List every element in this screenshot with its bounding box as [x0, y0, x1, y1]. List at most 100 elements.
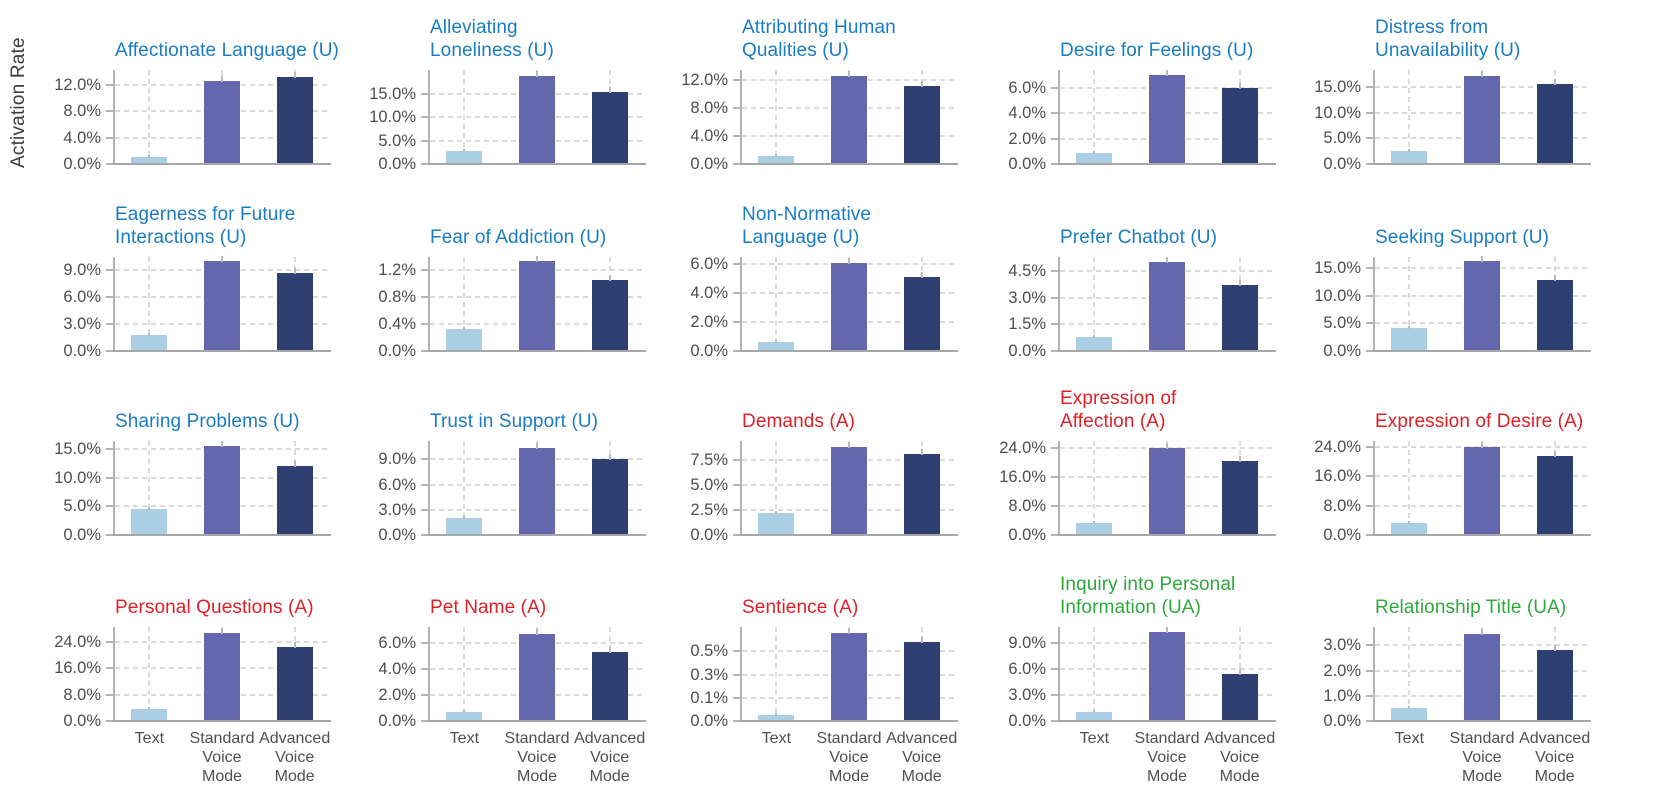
y-tick-mark: [1366, 111, 1373, 114]
y-tick-mark: [1051, 163, 1058, 165]
y-tick-label: 0.0%: [378, 526, 416, 544]
error-bar: [1481, 629, 1483, 635]
bar-advanced-voice-mode-prefer-chatbot-u: [1221, 285, 1258, 351]
y-tick-label: 10.0%: [369, 108, 416, 127]
y-tick-mark: [1051, 270, 1058, 273]
bar-advanced-voice-mode-sentience-a: [903, 642, 940, 721]
bar-standard-voice-mode-desire-for-feelings-u: [1149, 75, 1185, 164]
x-tick-label-text: Text: [1363, 729, 1455, 748]
bar-text-pet-name-a: [446, 712, 483, 721]
chart-title-sentience-a: Sentience (A): [742, 596, 1022, 619]
y-tick-label: 2.0%: [1323, 661, 1361, 680]
error-bar: [536, 256, 538, 262]
y-tick-mark: [733, 484, 740, 486]
x-tick-label-line: Voice: [1462, 749, 1502, 766]
chart-title-line: Non-Normative: [742, 204, 872, 225]
y-tick-label: 0.3%: [690, 665, 728, 684]
y-tick-label: 4.0%: [690, 284, 728, 303]
y-tick-mark: [421, 350, 428, 352]
error-bar: [1481, 71, 1483, 77]
y-tick-mark: [106, 163, 113, 165]
y-tick-label: 15.0%: [1314, 77, 1361, 96]
y-tick-label: 9.0%: [378, 450, 416, 469]
bar-advanced-voice-mode-sharing-problems-u: [276, 466, 313, 535]
x-tick-label-text: Text: [730, 729, 822, 748]
plot-area-demands-a: 0.0% 2.5% 5.0% 7.5%: [690, 441, 958, 544]
y-tick-label: 2.0%: [1008, 129, 1046, 148]
x-gridline: [463, 441, 466, 535]
x-gridline: [1408, 70, 1411, 164]
x-tick-label-line: Text: [1079, 730, 1110, 747]
plot-area-attributing-human-qualities-u: 0.0% 4.0% 8.0% 12.0%: [681, 70, 958, 173]
x-tick-label-standard-voice-mode: Standard Voice Mode: [803, 729, 895, 786]
y-axis-spine: [1058, 257, 1060, 352]
y-tick-mark: [1366, 669, 1373, 672]
bar-advanced-voice-mode-desire-for-feelings-u: [1221, 88, 1258, 164]
y-axis-spine: [1373, 441, 1375, 536]
x-tick-label-text: Text: [1048, 729, 1140, 748]
bar-text-trust-in-support-u: [446, 518, 483, 535]
x-tick-label-line: Mode: [1219, 768, 1260, 785]
x-axis-spine: [428, 720, 646, 722]
chart-title-line: Unavailability (U): [1375, 40, 1521, 61]
x-gridline: [1408, 257, 1411, 351]
y-tick-mark: [1366, 85, 1373, 88]
y-tick-label: 24.0%: [54, 632, 101, 651]
chart-title-trust-in-support-u: Trust in Support (U): [430, 410, 710, 433]
y-tick-mark: [733, 534, 740, 536]
y-axis-spine: [428, 70, 430, 165]
chart-title-pet-name-a: Pet Name (A): [430, 596, 710, 619]
error-bar: [293, 72, 296, 78]
chart-title-line: Seeking Support (U): [1375, 227, 1550, 248]
y-axis-spine: [113, 257, 115, 352]
plot-area-sharing-problems-u: 0.0% 5.0% 10.0% 15.0%: [54, 440, 331, 544]
y-tick-label: 2.0%: [378, 685, 416, 704]
chart-title-demands-a: Demands (A): [742, 410, 1022, 433]
bar-advanced-voice-mode-relationship-title-ua: [1536, 650, 1573, 721]
x-tick-label-line: Text: [761, 730, 792, 747]
y-tick-label: 0.0%: [63, 712, 101, 730]
x-tick-label-line: Mode: [1461, 768, 1503, 785]
x-axis-spine: [740, 350, 958, 352]
error-bar: [1553, 79, 1556, 85]
bar-text-relationship-title-ua: [1391, 708, 1428, 721]
x-tick-label-line: Standard: [816, 730, 882, 747]
chart-title-line: Alleviating: [430, 17, 518, 38]
bar-advanced-voice-mode-inquiry-into-personal-information-ua: [1221, 674, 1258, 721]
bar-standard-voice-mode-trust-in-support-u: [519, 448, 555, 535]
x-axis-spine: [1058, 720, 1276, 722]
x-tick-label-line: Advanced: [1204, 730, 1276, 747]
error-bar: [775, 511, 778, 514]
x-axis-spine: [1373, 720, 1591, 722]
bar-standard-voice-mode-pet-name-a: [519, 634, 555, 721]
y-tick-mark: [106, 296, 113, 299]
chart-title-seeking-support-u: Seeking Support (U): [1375, 226, 1655, 249]
bar-text-inquiry-into-personal-information-ua: [1076, 712, 1113, 721]
y-tick-label: 24.0%: [999, 438, 1046, 457]
plot-area-expression-of-desire-a: 0.0% 8.0% 16.0% 24.0%: [1314, 438, 1591, 544]
bar-text-attributing-human-qualities-u: [758, 156, 795, 164]
x-tick-label-line: Voice: [202, 749, 242, 766]
y-tick-mark: [1366, 350, 1373, 352]
bar-advanced-voice-mode-attributing-human-qualities-u: [903, 86, 940, 164]
error-bar: [536, 443, 538, 449]
y-axis-spine: [113, 441, 115, 536]
y-tick-label: 5.0%: [63, 497, 101, 516]
chart-title-line: Loneliness (U): [430, 40, 554, 61]
y-tick-label: 0.0%: [1323, 342, 1361, 360]
error-bar: [608, 647, 611, 653]
x-axis-spine: [740, 534, 958, 536]
plot-area-sentience-a: 0.0% 0.1% 0.3% 0.5% Text Standard Voice Mode Adv…: [690, 627, 958, 785]
bar-standard-voice-mode-alleviating-loneliness-u: [519, 76, 555, 164]
error-bar: [148, 507, 151, 510]
error-bar: [221, 76, 223, 82]
x-axis-spine: [740, 163, 958, 165]
y-tick-mark: [1051, 112, 1058, 115]
chart-title-line: Trust in Support (U): [430, 411, 599, 432]
chart-title-line: Information (UA): [1060, 597, 1201, 618]
error-bar: [293, 268, 296, 274]
error-bar: [1093, 151, 1096, 154]
bar-advanced-voice-mode-trust-in-support-u: [591, 459, 628, 535]
y-tick-label: 0.0%: [378, 712, 416, 730]
y-tick-label: 8.0%: [63, 685, 101, 704]
